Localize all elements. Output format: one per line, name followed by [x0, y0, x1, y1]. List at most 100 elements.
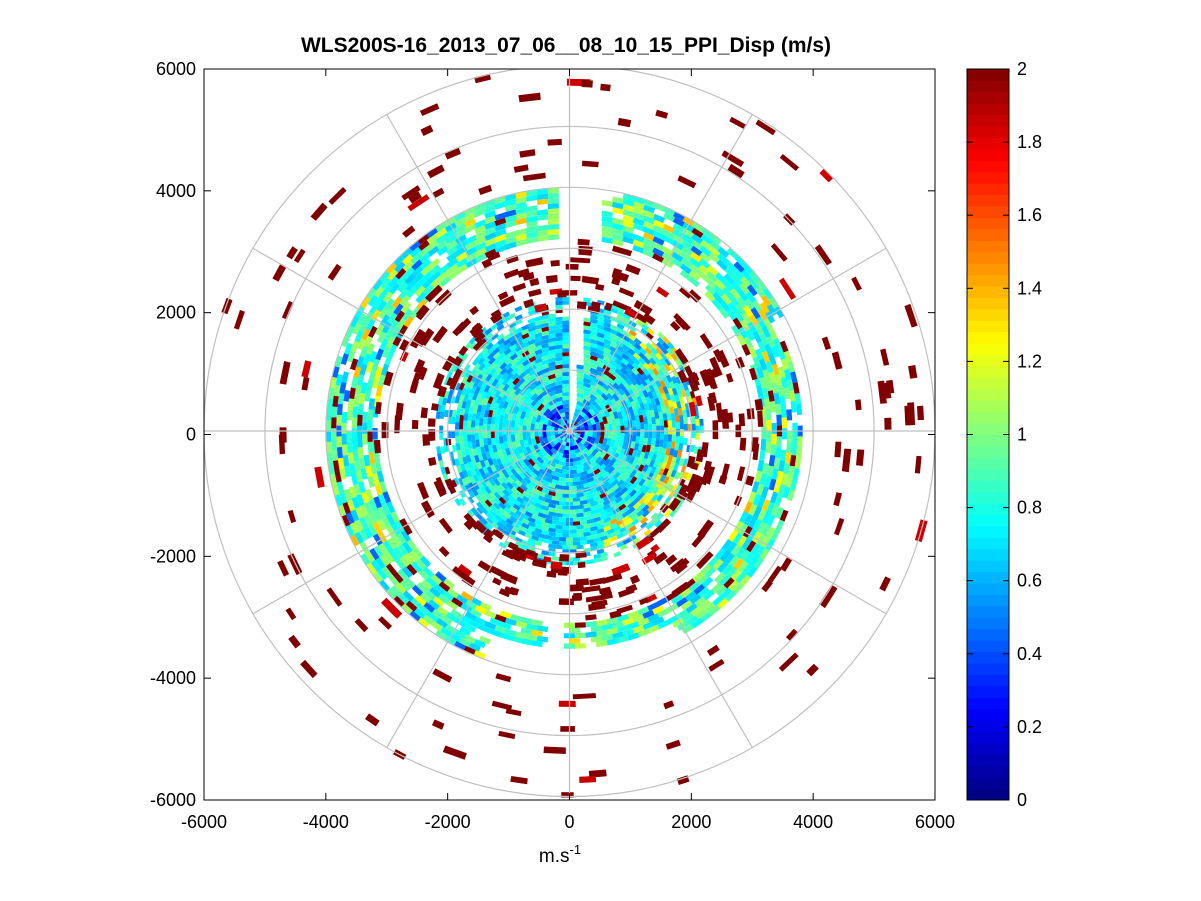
data-cell [592, 463, 601, 471]
data-cell [491, 457, 498, 466]
data-cell [505, 241, 517, 250]
data-cell [792, 468, 800, 481]
data-cell [351, 438, 358, 451]
data-cell [589, 456, 598, 464]
data-cell [616, 479, 625, 488]
data-cell [372, 278, 384, 291]
data-cell [446, 395, 452, 404]
data-cell [540, 479, 550, 486]
data-cell [522, 373, 531, 381]
data-cell [349, 521, 360, 535]
data-cell [484, 215, 497, 225]
data-cell [472, 482, 480, 491]
data-cell [652, 404, 659, 413]
data-cell [541, 384, 550, 392]
data-cell [397, 281, 409, 293]
data-cell [555, 512, 563, 518]
data-cell [603, 317, 612, 324]
data-cell [373, 496, 382, 509]
high-value-cell [689, 371, 700, 387]
data-cell [521, 350, 530, 358]
data-cell [484, 221, 497, 230]
data-cell [673, 382, 681, 391]
data-cell [576, 504, 584, 510]
data-cell [533, 444, 541, 453]
data-cell [579, 516, 588, 522]
data-cell [602, 503, 611, 511]
high-value-cell [457, 563, 473, 577]
data-cell [489, 367, 497, 376]
y-tick-label: 6000 [156, 59, 196, 79]
data-cell [354, 305, 365, 318]
data-cell [459, 436, 464, 444]
data-cell [414, 285, 426, 297]
data-cell [394, 261, 406, 273]
data-cell [562, 533, 570, 538]
data-cell [496, 407, 502, 416]
high-value-cell [492, 577, 502, 586]
data-cell [622, 214, 635, 223]
high-value-cell [365, 713, 380, 727]
data-cell [558, 541, 567, 546]
data-cell [464, 611, 477, 622]
data-cell [612, 452, 620, 461]
data-cell [474, 467, 481, 476]
data-cell [601, 634, 613, 642]
data-cell [525, 398, 534, 407]
data-cell [652, 253, 665, 263]
data-cell [535, 388, 544, 396]
data-cell [479, 486, 487, 495]
data-cell [509, 505, 518, 514]
data-cell [771, 382, 779, 394]
data-cell [498, 389, 506, 398]
high-value-cell [431, 719, 445, 730]
data-cell [548, 377, 557, 384]
data-cell [647, 601, 660, 612]
data-cell [548, 325, 556, 331]
high-value-cell [375, 401, 382, 415]
data-cell [647, 367, 655, 376]
high-value-cell [725, 373, 734, 383]
data-cell [509, 515, 518, 523]
data-cell [779, 509, 789, 522]
high-value-cell [600, 83, 611, 92]
data-cell [666, 603, 679, 613]
data-cell [514, 387, 522, 396]
high-value-cell [501, 549, 515, 560]
data-cell [564, 411, 570, 416]
data-cell [504, 193, 517, 202]
data-cell [481, 379, 489, 388]
data-cell [421, 579, 433, 591]
data-cell [480, 373, 488, 382]
data-cell [671, 434, 676, 442]
high-value-cell [560, 726, 575, 732]
data-cell [530, 423, 535, 431]
data-cell [514, 536, 523, 544]
data-cell [678, 458, 685, 467]
data-cell [501, 449, 508, 458]
data-cell [569, 533, 577, 538]
data-cell [544, 497, 553, 504]
data-cell [391, 296, 403, 309]
data-cell [773, 338, 783, 351]
high-value-cell [755, 119, 776, 136]
high-value-cell [616, 604, 633, 615]
data-cell [564, 446, 570, 451]
data-cell [357, 436, 363, 448]
data-cell [759, 358, 768, 371]
data-cell [464, 475, 472, 485]
data-cell [761, 325, 772, 339]
data-cell [503, 501, 512, 510]
high-value-cell [577, 561, 586, 569]
data-cell [464, 484, 472, 493]
data-cell [599, 514, 608, 521]
data-cell [741, 343, 751, 356]
data-cell [555, 544, 563, 550]
data-cell [622, 330, 631, 338]
data-cell [474, 418, 480, 426]
high-value-cell [588, 602, 606, 611]
data-cell [683, 416, 688, 425]
data-cell [475, 493, 483, 502]
data-cell [481, 351, 490, 360]
data-cell [379, 554, 391, 567]
